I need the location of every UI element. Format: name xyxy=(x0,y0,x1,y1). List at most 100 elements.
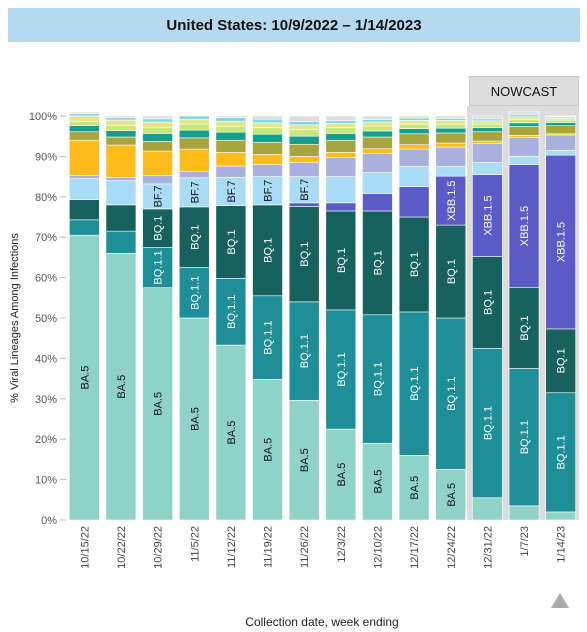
segment-label: BA.5 xyxy=(263,438,275,462)
bar-segment-other4 xyxy=(509,123,539,127)
bar-segment-other2 xyxy=(253,154,283,164)
bar-segment-other4 xyxy=(143,133,173,141)
bar-segment-ba-5 xyxy=(546,512,576,520)
bar-segment-other5 xyxy=(399,124,429,128)
bar-segment-other8 xyxy=(106,116,136,118)
bar-segment-other3 xyxy=(143,141,173,151)
bar-segment-other7 xyxy=(289,122,319,125)
y-tick-label: 20% xyxy=(35,434,57,446)
segment-label: BQ.1.1 xyxy=(556,435,568,469)
segment-label: BQ.1 xyxy=(482,290,494,315)
y-tick-label: 80% xyxy=(35,192,57,204)
y-tick-label: 10% xyxy=(35,475,57,487)
y-tick-label: 0% xyxy=(41,515,57,527)
bar-segment-other4 xyxy=(69,126,99,132)
y-tick-label: 60% xyxy=(35,273,57,285)
bar-segment-other7 xyxy=(472,119,502,121)
bar-segment-other4 xyxy=(546,122,576,125)
bar-segment-other5 xyxy=(289,130,319,136)
y-tick-label: 70% xyxy=(35,232,57,244)
bar-segment-other4 xyxy=(289,136,319,144)
bar-segment-bf-7 xyxy=(509,156,539,164)
segment-label: BQ.1.1 xyxy=(409,367,421,401)
bar-segment-other3 xyxy=(326,140,356,152)
bar-segment-other4 xyxy=(362,131,392,137)
bar-segment-other6 xyxy=(179,119,209,124)
bar-segment-other6 xyxy=(509,117,539,120)
bar-segment-other5 xyxy=(143,127,173,133)
bar-segment-xbb-1-5 xyxy=(399,187,429,217)
bar-segment-other7 xyxy=(399,118,429,120)
segment-label: BQ.1.1 xyxy=(372,362,384,396)
bar-segment-other3 xyxy=(289,144,319,156)
bar-segment-other2 xyxy=(143,151,173,175)
bar-segment-other3 xyxy=(436,133,466,143)
bar-segment-ba-5 xyxy=(509,506,539,520)
bar-segment-other8 xyxy=(546,116,576,117)
bar-segment-other4 xyxy=(472,128,502,132)
x-tick-label: 12/24/22 xyxy=(446,526,458,569)
x-tick-label: 11/12/22 xyxy=(226,526,238,568)
segment-label: BA.5 xyxy=(79,366,91,390)
bar-segment-bf-7 xyxy=(362,173,392,194)
bar-segment-other6 xyxy=(253,123,283,128)
bar-segment-other8 xyxy=(216,116,246,118)
bar-segment-other6 xyxy=(289,125,319,130)
bar-segment-xbb-1-5 xyxy=(289,203,319,207)
bar-segment-other1 xyxy=(436,147,466,166)
bar-segment-other2 xyxy=(69,140,99,175)
bar-segment-other8 xyxy=(326,116,356,120)
bar-segment-other3 xyxy=(472,132,502,141)
bar-segment-ba-5 xyxy=(472,498,502,520)
bar-segment-other1 xyxy=(399,149,429,166)
x-axis-title: Collection date, week ending xyxy=(245,615,398,629)
bar-segment-other8 xyxy=(69,112,99,114)
bar-segment-other8 xyxy=(362,116,392,120)
x-tick-label: 10/15/22 xyxy=(79,526,91,569)
bar-segment-other5 xyxy=(509,120,539,123)
bar-segment-other6 xyxy=(326,123,356,127)
bar-segment-xbb-1-5 xyxy=(326,203,356,211)
bar-segment-other5 xyxy=(362,126,392,131)
bar-segment-other7 xyxy=(216,118,246,122)
bar-segment-bf-7 xyxy=(436,167,466,177)
bar-segment-other8 xyxy=(289,116,319,122)
bar-segment-other5 xyxy=(216,126,246,132)
segment-label: BF.7 xyxy=(189,181,201,203)
bar-segment-other7 xyxy=(326,120,356,123)
bar-segment-other3 xyxy=(362,137,392,149)
bar-segment-other6 xyxy=(436,120,466,124)
bar-segment-other8 xyxy=(436,116,466,118)
bar-segment-other7 xyxy=(509,115,539,117)
bar-segment-xbb-1-5 xyxy=(362,194,392,211)
segment-label: BQ.1.1 xyxy=(189,276,201,310)
segment-label: BF.7 xyxy=(226,181,238,203)
segment-label: BQ.1.1 xyxy=(482,406,494,440)
bar-segment-other6 xyxy=(69,116,99,122)
bar-segment-other1 xyxy=(69,175,99,178)
bar-segment-other2 xyxy=(216,152,246,166)
bar-segment-bf-7 xyxy=(399,167,429,187)
bar-segment-other8 xyxy=(143,116,173,119)
segment-label: BA.5 xyxy=(116,375,128,399)
segment-label: BA.5 xyxy=(446,483,458,507)
y-tick-label: 100% xyxy=(29,111,57,123)
x-tick-label: 12/10/22 xyxy=(372,526,384,569)
segment-label: BF.7 xyxy=(153,185,165,207)
bar-segment-other4 xyxy=(399,129,429,134)
bar-segment-bq-1-1 xyxy=(69,220,99,235)
bar-segment-other2 xyxy=(436,143,466,147)
bar-segment-bf-7 xyxy=(69,179,99,200)
segment-label: BQ.1.1 xyxy=(519,420,531,454)
bar-segment-other6 xyxy=(399,120,429,124)
scroll-to-top-icon[interactable] xyxy=(551,593,569,608)
bar-segment-other1 xyxy=(253,164,283,176)
y-axis-title: % Viral Lineages Among Infections xyxy=(9,233,21,403)
segment-label: BQ.1.1 xyxy=(263,320,275,354)
segment-label: BQ.1.1 xyxy=(299,334,311,368)
bar-segment-other1 xyxy=(106,177,136,180)
segment-label: BQ.1 xyxy=(299,242,311,267)
x-tick-label: 11/19/22 xyxy=(263,526,275,568)
bar-segment-other8 xyxy=(472,116,502,119)
segment-label: BQ.1.1 xyxy=(226,295,238,329)
